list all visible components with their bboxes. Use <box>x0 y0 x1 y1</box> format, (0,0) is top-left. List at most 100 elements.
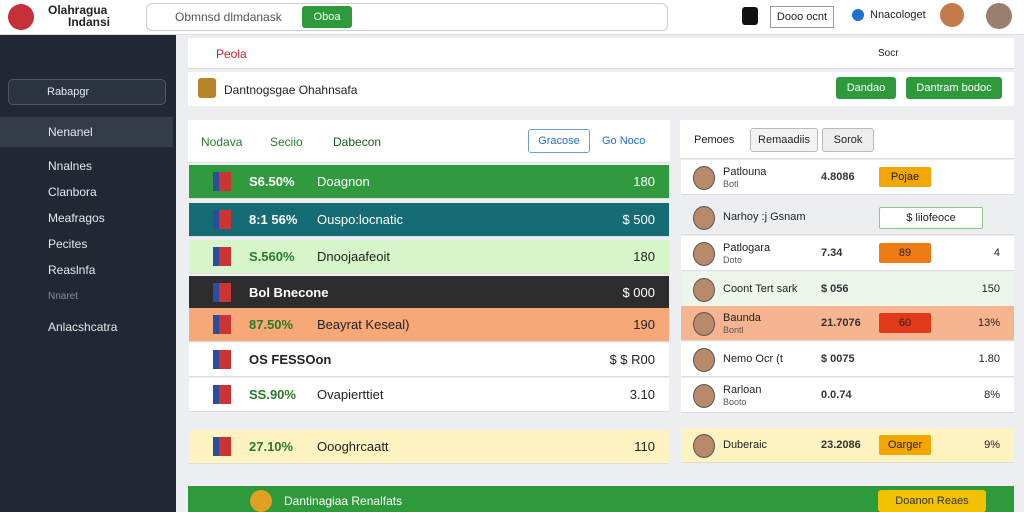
row-end: 1.80 <box>978 353 1000 365</box>
tab[interactable]: Nodava <box>201 135 243 149</box>
list-row[interactable]: Baunda Bontl 21.7076 60 13% <box>681 306 1014 341</box>
row-name: Dnoojaafeoit <box>317 249 390 264</box>
left-tabs: Nodava Seciio Dabecon Gracose Go Noco <box>188 120 670 163</box>
badge[interactable]: 60 <box>879 313 931 333</box>
row-value: 87.50% <box>249 317 294 332</box>
sidebar-label: Nenanel <box>48 125 93 139</box>
row-sub: Botl <box>723 179 739 189</box>
row-value: 23.2086 <box>821 439 861 451</box>
row-name: Oooghrcaatt <box>317 439 389 454</box>
footer-title: Dantinagiaa Renalfats <box>284 494 403 508</box>
sidebar-item[interactable]: Nnalnes <box>0 159 176 175</box>
flag <box>213 385 231 404</box>
active-item-bg <box>0 117 173 147</box>
tab-bar: Peola Socr <box>188 38 1014 69</box>
search-text: Obmnsd dlmdanask <box>175 10 282 24</box>
logo: Olahragua Indansi <box>48 4 110 28</box>
row-name: Beayrat Keseal) <box>317 317 410 332</box>
list-row[interactable]: Coont Tert sark $ 056 150 <box>681 272 1014 307</box>
button[interactable]: Go Noco <box>602 135 646 147</box>
avatar <box>693 242 715 266</box>
flag <box>213 437 231 456</box>
badge[interactable]: Oarger <box>879 435 931 455</box>
row-value: $ 0075 <box>821 353 855 365</box>
sidebar-label: Nnaret <box>48 291 79 302</box>
sidebar-item[interactable]: Nenanel <box>0 125 176 141</box>
row-sub: Doto <box>723 255 743 265</box>
tab[interactable]: Seciio <box>270 135 303 149</box>
avatar[interactable] <box>986 3 1012 29</box>
sidebar-item[interactable]: Meafragos <box>0 211 176 227</box>
row-name: Doagnon <box>317 174 370 189</box>
subheader: Dantnogsgae Ohahnsafa Dandao Dantram bod… <box>188 72 1014 106</box>
sidebar-label: Pecites <box>48 237 88 251</box>
sidebar-item[interactable]: Nnaret <box>0 291 176 307</box>
sidebar-item[interactable]: Reaslnfa <box>0 263 176 279</box>
sidebar-item[interactable]: Clanbora <box>0 185 176 201</box>
row-value: 21.7076 <box>821 317 861 329</box>
table-row[interactable]: S6.50% Doagnon 180 <box>189 165 669 199</box>
row-end: 13% <box>977 317 1000 329</box>
table-row[interactable]: 27.10% Oooghrcaatt 110 <box>189 430 669 464</box>
row-end: 8% <box>984 389 1000 401</box>
sidebar-label: Clanbora <box>48 185 97 199</box>
list-row[interactable]: Nemo Ocr (t $ 0075 1.80 <box>681 342 1014 377</box>
badge[interactable]: 89 <box>879 243 931 263</box>
sidebar: Rabapgr Nenanel Nnalnes Clanbora Meafragos P… <box>0 35 176 512</box>
tab[interactable]: Peola <box>216 47 247 61</box>
table-row[interactable]: 87.50% Beayrat Keseal) 190 <box>189 308 669 342</box>
row-value: S6.50% <box>249 174 295 189</box>
button[interactable]: Dandao <box>836 77 896 99</box>
logo-icon <box>8 4 34 30</box>
search-box[interactable]: Obmnsd dlmdanask <box>146 3 668 31</box>
sidebar-box[interactable]: Rabapgr <box>8 79 166 105</box>
button[interactable]: Dantram bodoc <box>906 77 1002 99</box>
badge[interactable]: Pojae <box>879 167 931 187</box>
tab[interactable]: Dabecon <box>333 135 382 149</box>
icon <box>198 78 216 98</box>
button[interactable]: Gracose <box>528 129 590 153</box>
row-end: 150 <box>981 283 1000 295</box>
avatar <box>693 348 715 372</box>
sidebar-item[interactable]: Anlacshcatra <box>0 320 176 336</box>
row-value: 0.0.74 <box>821 389 852 401</box>
badge[interactable]: Dooo ocnt <box>770 6 834 28</box>
flag <box>213 247 231 266</box>
list-row[interactable]: Rarloan Booto 0.0.74 8% <box>681 378 1014 413</box>
table-row[interactable]: SS.90% Ovapierttiet 3.10 <box>189 378 669 412</box>
row-name: Coont Tert sark <box>723 283 798 295</box>
user-name[interactable]: Nnacologet <box>870 9 926 21</box>
logo-line: Indansi <box>68 15 111 29</box>
list-row[interactable]: Narhoy :j Gsnam $ liiofeoce <box>681 200 1014 235</box>
sidebar-item[interactable]: Pecites <box>0 237 176 253</box>
row-value: Bol Bnecone <box>249 285 329 300</box>
tab[interactable]: Pemoes <box>694 134 735 146</box>
avatar[interactable] <box>940 3 964 27</box>
footer-bar: Dantinagiaa Renalfats Doanon Reaes <box>188 486 1014 512</box>
row-value: OS FESSOon <box>249 352 332 367</box>
button[interactable]: Doanon Reaes <box>878 490 986 512</box>
list-row[interactable]: Duberaic 23.2086 Oarger 9% <box>681 428 1014 463</box>
avatar <box>693 206 715 230</box>
list-row[interactable]: Patlouna Botl 4.8086 Pojae <box>681 160 1014 195</box>
list-row[interactable]: Patlogara Doto 7.34 89 4 <box>681 236 1014 271</box>
badge[interactable]: $ liiofeoce <box>879 207 983 229</box>
button[interactable]: Remaadiis <box>750 128 818 152</box>
table-row[interactable]: Bol Bnecone $ 000 <box>189 276 669 310</box>
table-row[interactable]: 8:1 56% Ouspo:locnatic $ 500 <box>189 203 669 237</box>
tab-right[interactable]: Socr <box>878 48 899 59</box>
table-row[interactable]: S.560% Dnoojaafeoit 180 <box>189 240 669 274</box>
flag <box>213 315 231 334</box>
button[interactable]: Sorok <box>822 128 874 152</box>
row-amount: 110 <box>634 439 655 454</box>
top-bar: Olahragua Indansi Obmnsd dlmdanask Oboa D… <box>0 0 1024 35</box>
icon <box>742 7 758 25</box>
icon <box>250 490 272 512</box>
avatar <box>693 434 715 458</box>
table-row[interactable]: OS FESSOon $ $ R00 <box>189 343 669 377</box>
logo-line: Olahragua <box>48 3 108 17</box>
row-name: Rarloan <box>723 384 762 396</box>
search-button[interactable]: Oboa <box>302 6 352 28</box>
right-tabs: Pemoes Remaadiis Sorok <box>680 120 1014 159</box>
row-value: SS.90% <box>249 387 296 402</box>
